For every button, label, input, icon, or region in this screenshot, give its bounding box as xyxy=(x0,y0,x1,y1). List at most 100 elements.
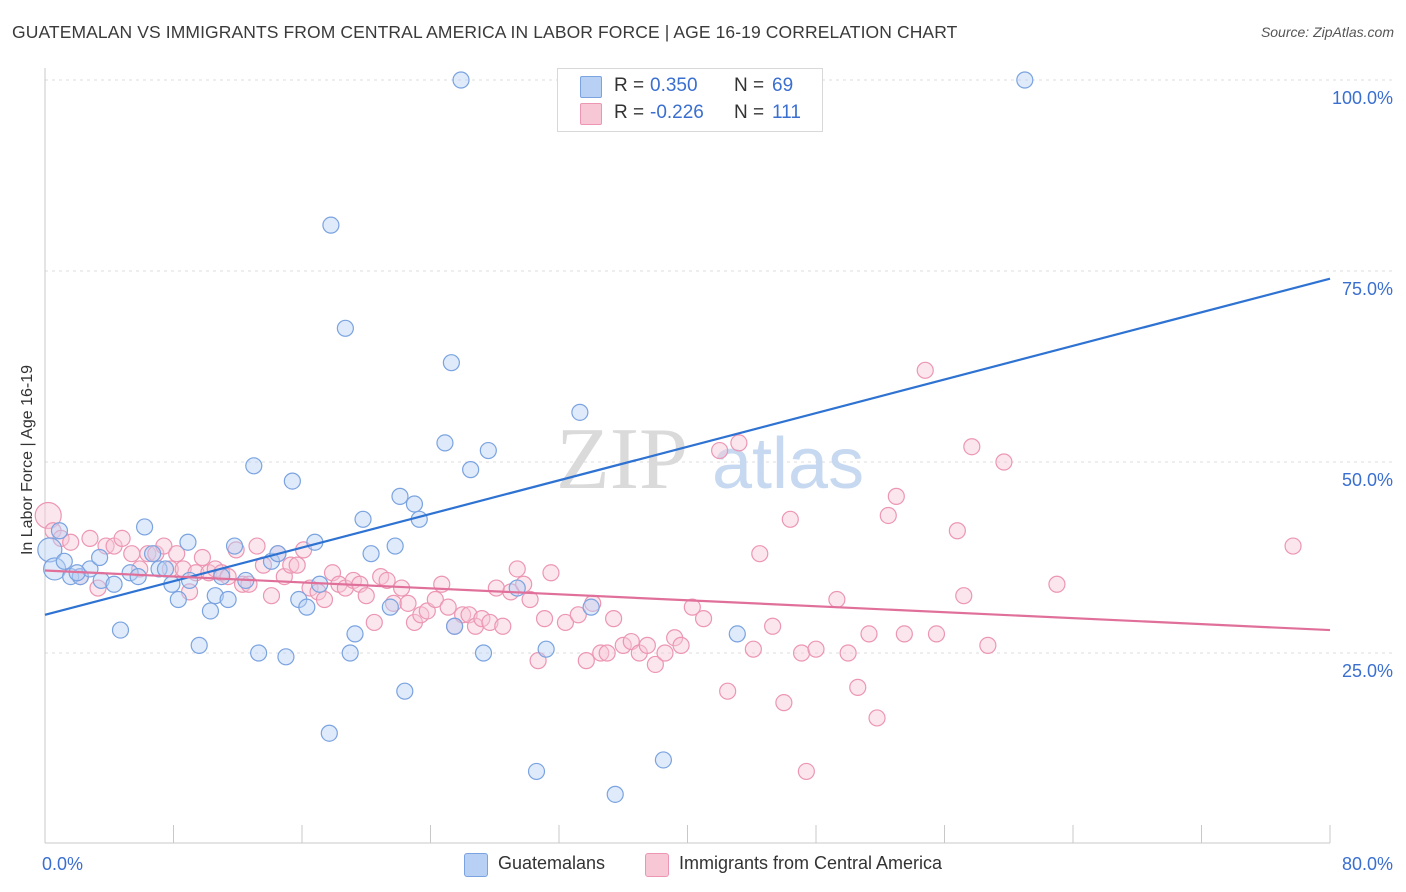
immigrants-point xyxy=(487,579,505,597)
guatemalans-point xyxy=(322,216,340,234)
guatemalans-point xyxy=(121,564,139,582)
immigrants-point xyxy=(1284,537,1302,555)
r-label: R = xyxy=(614,102,645,123)
guatemalans-point xyxy=(245,457,263,475)
r-value: -0.226 xyxy=(650,102,704,123)
immigrants-point xyxy=(315,590,334,609)
immigrants-point xyxy=(839,644,857,662)
immigrants-trend-line xyxy=(44,569,1331,632)
guatemalans-point xyxy=(320,724,338,742)
immigrants-point xyxy=(792,644,811,662)
y-tick-label: 100.0% xyxy=(1332,88,1393,108)
y-axis-label: In Labor Force | Age 16-19 xyxy=(19,364,36,556)
guatemalans-point xyxy=(169,590,187,609)
guatemalans-point xyxy=(55,552,73,570)
guatemalans-point xyxy=(606,785,624,803)
guatemalans-point xyxy=(354,510,372,528)
guatemalans-point xyxy=(225,537,244,555)
immigrants-point xyxy=(807,640,825,658)
immigrants-point xyxy=(646,655,664,674)
legend-swatch-pink xyxy=(645,853,669,877)
guatemalans-point xyxy=(452,71,470,89)
guatemalans-point xyxy=(654,751,673,769)
guatemalans-point xyxy=(381,598,399,616)
immigrants-point xyxy=(868,709,886,727)
immigrants-point xyxy=(426,590,444,609)
r-label: R = xyxy=(614,75,645,96)
guatemalans-point xyxy=(150,560,168,578)
guatemalans-point xyxy=(190,636,208,654)
x-tick-label: 0.0% xyxy=(42,854,83,874)
immigrants-point xyxy=(895,625,913,643)
watermark-zip: ZIP xyxy=(556,411,688,508)
immigrants-point xyxy=(508,560,526,578)
legend-swatch-pink xyxy=(580,103,602,125)
immigrants-point xyxy=(62,533,80,551)
immigrants-point xyxy=(711,441,729,460)
n-label: N = xyxy=(734,102,765,123)
guatemalans-point xyxy=(462,461,480,479)
immigrants-point xyxy=(775,694,793,712)
r-value: 0.350 xyxy=(650,75,698,96)
immigrants-point xyxy=(399,594,417,612)
immigrants-point xyxy=(963,438,981,456)
immigrants-point xyxy=(860,625,878,643)
immigrants-point xyxy=(569,606,587,624)
guatemalans-point xyxy=(341,644,359,662)
guatemalans-point xyxy=(527,762,546,781)
guatemalans-point xyxy=(386,537,404,555)
guatemalans-point xyxy=(277,648,295,666)
guatemalans-point xyxy=(163,575,181,593)
guatemalans-point xyxy=(283,472,301,490)
legend-label: Guatemalans xyxy=(498,853,606,873)
guatemalans-point xyxy=(129,567,147,586)
guatemalans-point xyxy=(219,590,237,609)
immigrants-point xyxy=(592,644,610,662)
immigrants-point xyxy=(542,564,560,582)
immigrants-point xyxy=(744,640,762,658)
guatemalans-point xyxy=(179,533,197,551)
guatemalans-point xyxy=(336,319,354,337)
immigrants-point xyxy=(439,598,457,616)
axes xyxy=(44,68,1331,844)
immigrants-point xyxy=(598,644,616,662)
immigrants-point xyxy=(948,522,966,540)
guatemalans-point xyxy=(362,545,380,563)
guatemalans-point xyxy=(436,434,454,452)
immigrants-point xyxy=(927,625,946,643)
immigrants-point xyxy=(193,548,212,567)
immigrants-point xyxy=(916,361,934,379)
x-tick-label: 80.0% xyxy=(1342,854,1393,874)
immigrants-point xyxy=(605,610,623,628)
watermark: ZIP atlas xyxy=(556,411,864,508)
legend-swatch-blue xyxy=(580,76,602,98)
n-value: 69 xyxy=(772,75,794,96)
chart-title: GUATEMALAN VS IMMIGRANTS FROM CENTRAL AM… xyxy=(12,22,958,42)
immigrants-point xyxy=(764,617,782,635)
guatemalans-point xyxy=(201,602,220,620)
watermark-atlas: atlas xyxy=(712,424,864,504)
guatemalans-point xyxy=(50,522,69,540)
immigrants-point xyxy=(879,506,897,525)
immigrants-point xyxy=(1048,575,1066,593)
immigrants-point xyxy=(979,636,997,654)
guatemalans-point xyxy=(135,518,154,536)
y-tick-label: 75.0% xyxy=(1342,279,1393,299)
immigrants-point xyxy=(521,590,539,609)
immigrants-point xyxy=(34,501,62,530)
immigrants-point xyxy=(672,636,690,654)
immigrants-point xyxy=(556,613,575,632)
legend-label: Immigrants from Central America xyxy=(679,853,943,873)
immigrants-point xyxy=(262,587,281,605)
gridlines xyxy=(45,79,1395,654)
immigrants-point xyxy=(828,590,846,609)
n-value: 111 xyxy=(772,102,801,123)
immigrants-point xyxy=(638,636,656,654)
guatemalans-point xyxy=(571,403,589,421)
immigrants-point xyxy=(751,545,769,563)
correlation-legend: R = 0.350 N = 69 R = -0.226 N = 111 xyxy=(557,68,823,132)
guatemalans-point xyxy=(405,495,424,513)
immigrants-point xyxy=(995,453,1013,471)
guatemalans-point xyxy=(1016,71,1034,89)
